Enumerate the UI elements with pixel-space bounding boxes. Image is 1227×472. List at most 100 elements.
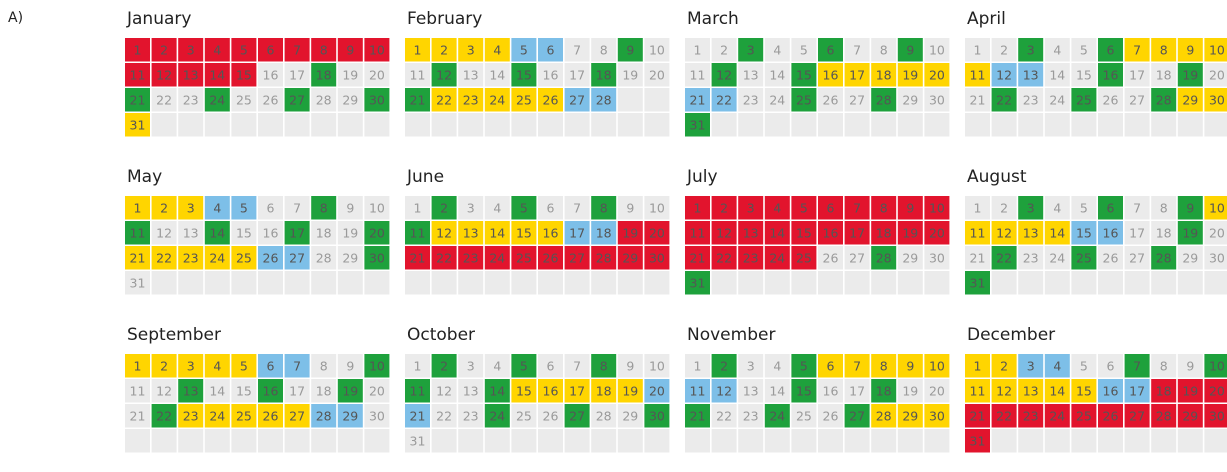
day-cell [337,88,363,112]
day-cell [617,404,643,428]
day-cell [151,88,177,112]
day-number: 28 [876,250,892,265]
empty-cell [818,271,843,295]
day-number: 4 [1053,358,1061,373]
day-number: 27 [849,408,865,423]
day-cell [178,221,204,245]
empty-cell [591,429,617,453]
day-number: 15 [516,383,532,398]
day-cell [364,63,390,87]
empty-cell [644,271,670,295]
day-cell [924,354,950,378]
day-number: 26 [823,92,839,107]
day-number: 1 [694,358,702,373]
day-number: 16 [263,383,279,398]
day-number: 16 [263,67,279,82]
empty-cell [151,271,177,295]
day-cell [311,63,337,87]
day-number: 23 [183,408,199,423]
day-number: 31 [130,275,146,290]
day-cell [1098,404,1123,428]
day-cell [991,354,1017,378]
day-number: 17 [569,383,585,398]
empty-cell [258,113,283,137]
day-cell [231,221,257,245]
day-number: 7 [853,358,861,373]
day-cell [564,221,590,245]
day-number: 24 [769,408,785,423]
day-number: 7 [1133,200,1141,215]
day-number: 25 [1076,92,1092,107]
day-number: 20 [1209,67,1225,82]
day-cell [484,221,510,245]
day-cell [791,88,817,112]
day-cell [617,354,643,378]
day-cell [1044,196,1070,220]
empty-cell [764,429,790,453]
day-cell [538,354,563,378]
day-cell [1018,246,1044,270]
day-cell [337,404,363,428]
day-number: 8 [600,358,608,373]
day-number: 5 [240,358,248,373]
day-cell [151,63,177,87]
day-cell [1098,88,1123,112]
day-number: 10 [1209,200,1225,215]
day-cell [965,354,990,378]
day-number: 14 [769,225,785,240]
day-number: 1 [134,42,142,57]
day-number: 28 [876,92,892,107]
day-number: 31 [410,433,426,448]
day-number: 19 [622,383,638,398]
day-cell [458,221,484,245]
day-cell [511,63,537,87]
day-number: 21 [970,250,986,265]
day-cell [125,379,150,403]
day-cell [1044,354,1070,378]
day-number: 20 [649,67,665,82]
day-cell [764,404,790,428]
day-number: 26 [823,250,839,265]
day-number: 7 [1133,358,1141,373]
empty-cell [617,113,643,137]
day-number: 28 [596,92,612,107]
empty-cell [231,271,257,295]
day-number: 14 [209,67,225,82]
day-number: 29 [902,250,918,265]
day-cell [538,246,563,270]
day-cell [871,196,897,220]
day-cell [711,88,737,112]
empty-cell [458,429,484,453]
day-number: 21 [690,408,706,423]
day-number: 8 [600,42,608,57]
day-number: 18 [316,225,332,240]
day-cell [1018,379,1044,403]
empty-cell [764,113,790,137]
day-number: 5 [520,358,528,373]
day-number: 10 [369,200,385,215]
day-cell [125,38,150,62]
day-cell [1124,221,1150,245]
day-cell [405,38,430,62]
day-cell [685,63,710,87]
day-number: 30 [929,408,945,423]
empty-cell [685,429,710,453]
day-cell [738,246,764,270]
day-number: 8 [880,42,888,57]
day-cell [711,354,737,378]
month-title: October [407,325,475,345]
day-cell [1018,354,1044,378]
day-cell [818,196,843,220]
day-number: 8 [1160,358,1168,373]
day-cell [897,63,923,87]
day-number: 22 [156,250,172,265]
day-number: 14 [1049,225,1065,240]
day-cell [617,63,643,87]
empty-cell [204,113,230,137]
day-number: 11 [130,383,146,398]
day-number: 9 [346,42,354,57]
day-cell [564,379,590,403]
day-number: 20 [369,67,385,82]
day-number: 8 [320,200,328,215]
